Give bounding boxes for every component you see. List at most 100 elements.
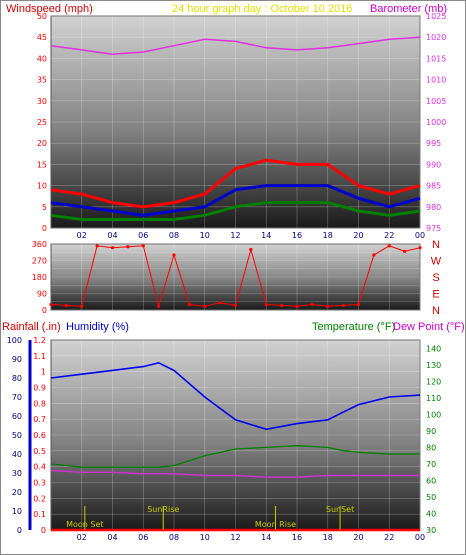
rainfall-y-tick-label: 0.4	[33, 463, 46, 472]
temperature-y-tick-label: 90	[426, 427, 436, 436]
wind-y-tick-label: 45	[37, 33, 47, 42]
temperature-y-tick-label: 110	[426, 394, 441, 403]
wind-y-tick-label: 50	[37, 12, 47, 21]
temperature-series	[50, 445, 420, 468]
barometer-axis-title: Barometer (mb)	[370, 3, 447, 15]
barometer-y-tick-label: 1025	[426, 12, 446, 21]
temperature-y-tick-label: 100	[426, 410, 441, 419]
direction-series	[50, 245, 421, 309]
humidity-series	[50, 361, 421, 431]
graph-title: 24 hour graph day : October 10 2016	[172, 3, 352, 15]
humidity-x-tick-label: 00	[415, 533, 425, 542]
wind-y-tick-label: 20	[37, 139, 47, 148]
direction-compass-label: N	[432, 239, 440, 251]
humidity-y-tick-label: 80	[12, 374, 22, 383]
wind-y-tick-label: 5	[42, 203, 47, 212]
humidity-x-tick-label: 18	[323, 533, 333, 542]
humidity-y-tick-label: 40	[12, 450, 22, 459]
barometer-y-tick-label: 995	[426, 139, 441, 148]
temperature-y-tick-label: 130	[426, 361, 441, 370]
wind-y-tick-label: 25	[37, 118, 47, 127]
direction-y-tick-label: 0	[42, 306, 47, 315]
barometer-y-tick-label: 1020	[426, 33, 446, 42]
event-marker-label: SunSet	[326, 505, 354, 514]
dewpoint-axis-title: Dew Point (°F)	[393, 321, 465, 333]
temperature-y-tick-label: 140	[426, 344, 441, 353]
humidity-y-tick-label: 100	[7, 336, 22, 345]
barometer-y-tick-label: 985	[426, 182, 441, 191]
temperature-y-tick-label: 120	[426, 377, 441, 386]
direction-y-tick-label: 360	[32, 240, 47, 249]
wind-y-tick-label: 35	[37, 76, 47, 85]
humidity-y-tick-label: 70	[12, 393, 22, 402]
humidity-x-tick-label: 06	[138, 533, 148, 542]
wind-x-tick-label: 06	[138, 231, 148, 240]
direction-point	[418, 246, 422, 250]
wind-y-tick-label: 30	[37, 97, 47, 106]
humidity-x-tick-label: 04	[107, 533, 117, 542]
temperature-y-tick-label: 80	[426, 443, 436, 452]
events-layer: Moon Set SunRise Moon Rise SunSet	[66, 505, 354, 530]
wind-x-tick-label: 12	[230, 231, 240, 240]
humidity-x-tick-label: 22	[384, 533, 394, 542]
barometer-y-tick-label: 1000	[426, 118, 446, 127]
humidity-x-tick-label: 20	[353, 533, 363, 542]
event-marker-label: Moon Rise	[255, 520, 296, 529]
wind-y-tick-label: 40	[37, 54, 47, 63]
temperature-axis-title: Temperature (°F)	[312, 321, 395, 333]
dewpoint-series	[50, 469, 420, 478]
barometer-y-tick-label: 980	[426, 203, 441, 212]
humidity-y-tick-label: 50	[12, 431, 22, 440]
temperature-y-tick-label: 50	[426, 493, 436, 502]
temperature-y-tick-label: 40	[426, 509, 436, 518]
wind-speed-series	[50, 184, 421, 217]
series-layer	[49, 36, 422, 532]
direction-y-tick-label: 180	[32, 273, 47, 282]
humidity-y-tick-label: 90	[12, 355, 22, 364]
humidity-x-tick-label: 10	[200, 533, 210, 542]
humidity-x-tick-label: 14	[261, 533, 271, 542]
wind-x-tick-label: 14	[261, 231, 271, 240]
wind-gust-series	[50, 158, 421, 209]
humidity-panel-bg	[50, 339, 421, 531]
wind-x-tick-label: 04	[107, 231, 117, 240]
rainfall-y-tick-label: 0.8	[33, 399, 46, 408]
direction-compass-label: E	[432, 289, 439, 301]
temperature-y-tick-label: 60	[426, 476, 436, 485]
humidity-x-tick-label: 16	[292, 533, 302, 542]
barometer-y-tick-label: 1005	[426, 97, 446, 106]
direction-compass-label: N	[432, 305, 440, 317]
rainfall-y-tick-label: 0.6	[33, 431, 46, 440]
wind-avg-series	[50, 201, 421, 221]
barometer-y-tick-label: 990	[426, 160, 441, 169]
humidity-x-tick-label: 12	[230, 533, 240, 542]
direction-compass-label: W	[431, 256, 442, 268]
rainfall-y-tick-label: 1	[41, 368, 46, 377]
rainfall-y-tick-label: 0.9	[33, 384, 46, 393]
wind-y-tick-label: 10	[37, 182, 47, 191]
direction-y-tick-label: 90	[37, 290, 47, 299]
rainfall-y-tick-label: 1.1	[33, 352, 46, 361]
direction-panel-bg	[50, 243, 421, 311]
barometer-series	[50, 36, 421, 55]
wind-x-tick-label: 10	[200, 231, 210, 240]
wind-x-tick-label: 08	[169, 231, 179, 240]
grid-layer	[51, 15, 421, 531]
wind-x-tick-label: 20	[353, 231, 363, 240]
wind-x-tick-label: 22	[384, 231, 394, 240]
rainfall-y-tick-label: 0	[41, 526, 46, 535]
wind-y-tick-label: 0	[42, 224, 47, 233]
event-marker-label: SunRise	[147, 505, 179, 514]
direction-y-tick-label: 270	[32, 257, 47, 266]
humidity-y-tick-label: 30	[12, 469, 22, 478]
barometer-y-tick-label: 975	[426, 224, 441, 233]
rainfall-y-tick-label: 1.2	[33, 336, 46, 345]
temperature-y-tick-label: 30	[426, 526, 436, 535]
rainfall-axis-title: Rainfall (.in)	[2, 321, 61, 333]
wind-panel-bg	[50, 15, 421, 229]
rainfall-y-tick-label: 0.2	[33, 494, 46, 503]
wind-x-tick-label: 00	[415, 231, 425, 240]
humidity-y-tick-label: 20	[12, 488, 22, 497]
wind-y-tick-label: 15	[37, 160, 47, 169]
